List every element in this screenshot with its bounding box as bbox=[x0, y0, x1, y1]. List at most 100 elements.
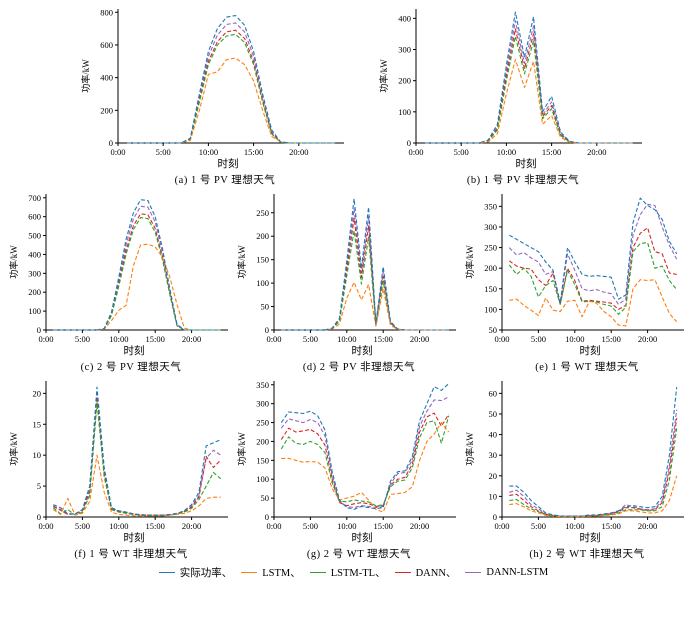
svg-text:100: 100 bbox=[398, 107, 411, 117]
svg-text:20: 20 bbox=[33, 388, 42, 398]
chart-caption: (d) 2 号 PV 非理想天气 bbox=[302, 362, 416, 373]
series-line bbox=[508, 203, 678, 305]
svg-text:5:00: 5:00 bbox=[75, 334, 90, 344]
svg-text:10:00: 10:00 bbox=[199, 147, 218, 157]
svg-text:100: 100 bbox=[484, 304, 497, 314]
legend-line-swatch bbox=[158, 572, 175, 573]
svg-text:5:00: 5:00 bbox=[75, 521, 90, 531]
series-line bbox=[508, 227, 677, 310]
svg-text:350: 350 bbox=[484, 201, 497, 211]
svg-text:400: 400 bbox=[398, 13, 411, 23]
chart-1wt-ideal: 50 100 150 200 250 300 350 0:00 5:00 10:00 15:00 20… bbox=[464, 187, 692, 374]
series-line bbox=[127, 22, 335, 144]
series-line bbox=[280, 383, 450, 510]
svg-text:0:00: 0:00 bbox=[408, 147, 423, 157]
y-axis-label: 功率/kW bbox=[236, 245, 247, 279]
series-line bbox=[509, 409, 678, 517]
figure-legend: 实际功率、 LSTM、 LSTM-TL、 DANN、 DANN-LSTM bbox=[0, 565, 700, 580]
series-line bbox=[127, 14, 335, 144]
series-line bbox=[509, 418, 678, 517]
chart-caption: (g) 2 号 WT 理想天气 bbox=[306, 549, 412, 560]
svg-text:250: 250 bbox=[256, 208, 269, 218]
series-line bbox=[509, 475, 678, 518]
svg-text:500: 500 bbox=[28, 231, 41, 241]
series-line bbox=[53, 217, 221, 331]
svg-text:10:00: 10:00 bbox=[497, 147, 516, 157]
svg-text:10: 10 bbox=[33, 450, 42, 460]
y-axis-label: 功率/kW bbox=[236, 432, 247, 466]
svg-text:15:00: 15:00 bbox=[374, 521, 393, 531]
x-axis-label: 时刻 bbox=[351, 533, 373, 544]
chart-2pv-ideal: 0 100 200 300 400 500 600 700 0:00 5:00 10:00 15:00… bbox=[8, 187, 236, 374]
chart-2pv-nonideal: 0 50 100 150 200 250 0:00 5:00 10:00 15:00 20:00 功率… bbox=[236, 187, 464, 374]
svg-text:300: 300 bbox=[484, 222, 497, 232]
y-axis-label: 功率/kW bbox=[464, 245, 475, 279]
x-axis-label: 时刻 bbox=[123, 346, 145, 357]
chart-2wt-ideal-plot: 0 50 100 150 200 250 300 350 0:00 5:00 10:00 15:00 2… bbox=[236, 380, 456, 531]
svg-text:20:00: 20:00 bbox=[410, 521, 429, 531]
svg-text:100: 100 bbox=[28, 306, 41, 316]
svg-text:50: 50 bbox=[489, 325, 498, 335]
svg-text:5: 5 bbox=[37, 481, 41, 491]
svg-text:10:00: 10:00 bbox=[337, 334, 356, 344]
series-line bbox=[508, 242, 678, 315]
series-line bbox=[53, 199, 221, 331]
svg-text:400: 400 bbox=[28, 249, 41, 259]
x-axis-label: 时刻 bbox=[123, 533, 145, 544]
series-line bbox=[127, 33, 335, 144]
y-axis-label: 功率/kW bbox=[464, 432, 475, 466]
chart-1wt-nonideal-plot: 0 5 10 15 20 0:00 5:00 10:00 15:00 20:00 功率/kW bbox=[8, 381, 228, 531]
chart-1wt-nonideal: 0 5 10 15 20 0:00 5:00 10:00 15:00 20:00 功率/kW 时刻 … bbox=[8, 374, 236, 561]
svg-text:600: 600 bbox=[28, 212, 41, 222]
svg-text:15:00: 15:00 bbox=[374, 334, 393, 344]
legend-label: LSTM、 bbox=[262, 568, 301, 579]
svg-text:10:00: 10:00 bbox=[565, 521, 584, 531]
chart-2pv-nonideal-plot: 0 50 100 150 200 250 0:00 5:00 10:00 15:00 20:00 功率… bbox=[236, 194, 456, 344]
chart-1wt-ideal-plot: 50 100 150 200 250 300 350 0:00 5:00 10:00 15:00 20… bbox=[464, 194, 684, 344]
series-line bbox=[509, 279, 678, 327]
chart-1pv-nonideal-plot: 0 100 200 300 400 0:00 5:00 10:00 15:00 20:00 功率/k… bbox=[378, 9, 642, 157]
svg-text:15:00: 15:00 bbox=[146, 521, 165, 531]
svg-text:15:00: 15:00 bbox=[244, 147, 263, 157]
svg-text:200: 200 bbox=[256, 436, 269, 446]
series-line bbox=[509, 387, 678, 517]
y-axis-label: 功率/kW bbox=[8, 245, 19, 279]
series-line bbox=[281, 281, 449, 331]
series-line bbox=[425, 58, 633, 144]
svg-text:5:00: 5:00 bbox=[454, 147, 469, 157]
chart-1pv-nonideal: 0 100 200 300 400 0:00 5:00 10:00 15:00 20:00 功率/k… bbox=[378, 2, 650, 187]
svg-text:0:00: 0:00 bbox=[266, 521, 281, 531]
chart-2pv-ideal-plot: 0 100 200 300 400 500 600 700 0:00 5:00 10:00 15:00… bbox=[8, 193, 228, 344]
svg-text:800: 800 bbox=[100, 7, 113, 17]
legend-label: DANN-LSTM bbox=[486, 567, 549, 578]
series-line bbox=[280, 396, 449, 509]
svg-text:20: 20 bbox=[489, 471, 498, 481]
svg-text:10:00: 10:00 bbox=[109, 334, 128, 344]
chart-2wt-nonideal-plot: 0 10 20 30 40 50 60 0:00 5:00 10:00 15:00 20:00 功率/k… bbox=[464, 381, 684, 531]
chart-1pv-ideal: 0 200 400 600 800 0:00 5:00 10:00 15:00 20:00 功率/k… bbox=[80, 2, 352, 187]
chart-1pv-ideal-plot: 0 200 400 600 800 0:00 5:00 10:00 15:00 20:00 功率/k… bbox=[80, 7, 344, 157]
series-line bbox=[425, 11, 633, 144]
svg-text:600: 600 bbox=[100, 40, 113, 50]
svg-text:350: 350 bbox=[256, 380, 269, 390]
chart-caption: (b) 1 号 PV 非理想天气 bbox=[466, 175, 580, 186]
svg-text:0:00: 0:00 bbox=[38, 521, 53, 531]
svg-text:0:00: 0:00 bbox=[38, 334, 53, 344]
svg-text:20:00: 20:00 bbox=[289, 147, 308, 157]
chart-caption: (a) 1 号 PV 理想天气 bbox=[174, 175, 276, 186]
series-line bbox=[52, 454, 221, 517]
chart-caption: (c) 2 号 PV 理想天气 bbox=[80, 362, 182, 373]
series-line bbox=[280, 412, 450, 507]
svg-text:5:00: 5:00 bbox=[303, 334, 318, 344]
series-line bbox=[425, 20, 633, 144]
series-line bbox=[53, 395, 222, 516]
svg-text:5:00: 5:00 bbox=[156, 147, 171, 157]
svg-text:20:00: 20:00 bbox=[587, 147, 606, 157]
series-line bbox=[509, 197, 678, 304]
y-axis-label: 功率/kW bbox=[8, 432, 19, 466]
figure-row-2: 0 100 200 300 400 500 600 700 0:00 5:00 10:00 15:00… bbox=[0, 187, 700, 374]
svg-text:30: 30 bbox=[489, 450, 498, 460]
series-line bbox=[281, 208, 449, 331]
svg-text:15:00: 15:00 bbox=[602, 334, 621, 344]
svg-text:10:00: 10:00 bbox=[565, 334, 584, 344]
